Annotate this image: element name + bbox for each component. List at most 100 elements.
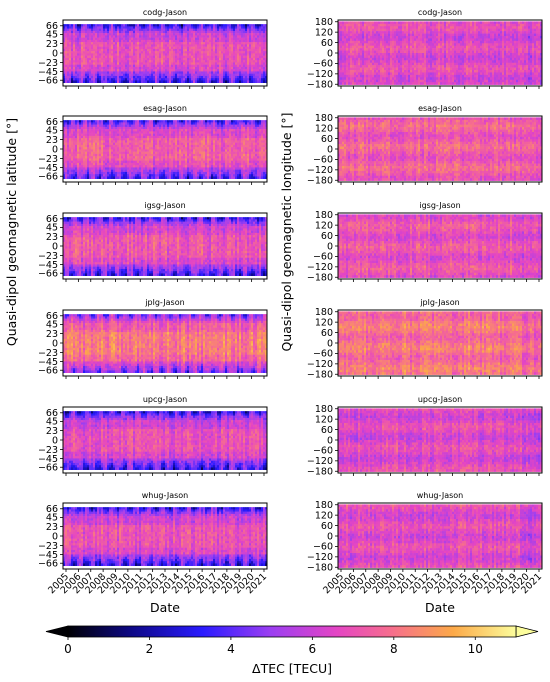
- y-tick-label: 45: [46, 30, 58, 41]
- panel-title: jplg-Jason: [419, 298, 459, 307]
- y-tick-label: 23: [46, 135, 58, 146]
- y-tick-label: 60: [321, 328, 333, 339]
- y-tick-label: −23: [38, 348, 58, 359]
- y-tick-label: −60: [313, 59, 333, 70]
- y-tick-label: −180: [307, 176, 333, 187]
- y-tick-label: −23: [38, 541, 58, 552]
- y-tick-label: −60: [313, 155, 333, 166]
- y-tick-label: 0: [327, 48, 333, 59]
- y-tick-label: 0: [327, 241, 333, 252]
- y-tick-label: 180: [315, 113, 333, 124]
- y-tick-label: 0: [327, 531, 333, 542]
- colorbar-tick-label: 10: [468, 642, 483, 656]
- panel-whug-Jason-latitude: whug-Jason6645230−23−45−6620052006200720…: [38, 491, 269, 615]
- panel-whug-Jason-longitude: whug-Jason180120600−60−120−1802005200620…: [307, 491, 544, 615]
- panel-title: whug-Jason: [142, 491, 189, 500]
- colorbar-tick-label: 0: [64, 642, 72, 656]
- heatmap-cells: [63, 217, 268, 276]
- y-tick-label: 45: [46, 223, 58, 234]
- left-ylabel: Quasi-dipol geomagnetic latitude [°]: [4, 118, 19, 346]
- y-tick-label: 180: [315, 500, 333, 511]
- colorbar: 0 2 4 6 8 10 ΔTEC [TECU]: [45, 625, 539, 676]
- y-tick-label: 66: [46, 504, 58, 515]
- heatmap-cells: [338, 117, 543, 181]
- y-tick-label: 180: [315, 307, 333, 318]
- y-tick-label: 66: [46, 311, 58, 322]
- panel-title: esag-Jason: [143, 104, 187, 113]
- panel-title: upcg-Jason: [143, 395, 187, 404]
- y-tick-label: 120: [315, 510, 333, 521]
- y-tick-label: −45: [38, 357, 58, 368]
- y-tick-label: −23: [38, 251, 58, 262]
- y-tick-label: −180: [307, 273, 333, 284]
- y-tick-label: −66: [38, 463, 58, 474]
- y-tick-label: −45: [38, 67, 58, 78]
- y-tick-label: 45: [46, 126, 58, 137]
- y-tick-label: 60: [321, 38, 333, 49]
- y-tick-label: 0: [52, 338, 58, 349]
- panel-title: codg-Jason: [418, 8, 462, 17]
- y-tick-label: −180: [307, 563, 333, 574]
- y-tick-label: 45: [46, 513, 58, 524]
- y-tick-label: 23: [46, 329, 58, 340]
- y-tick-label: −45: [38, 260, 58, 271]
- y-tick-label: −66: [38, 366, 58, 377]
- colorbar-tick-label: 4: [227, 642, 235, 656]
- y-tick-label: −120: [307, 165, 333, 176]
- y-tick-label: −120: [307, 552, 333, 563]
- y-tick-label: −23: [38, 445, 58, 456]
- y-tick-label: −120: [307, 69, 333, 80]
- panel-title: jplg-Jason: [144, 298, 184, 307]
- x-axis-label: Date: [425, 600, 455, 615]
- y-tick-label: 180: [315, 17, 333, 28]
- panel-title: igsg-Jason: [419, 201, 460, 210]
- y-tick-label: 0: [52, 48, 58, 59]
- panel-title: whug-Jason: [417, 491, 464, 500]
- colorbar-tick-label: 6: [309, 642, 317, 656]
- y-tick-label: 60: [321, 425, 333, 436]
- y-tick-label: 23: [46, 522, 58, 533]
- colorbar-min-extend: [45, 625, 69, 638]
- y-tick-label: 0: [52, 435, 58, 446]
- colorbar-gradient: [67, 625, 517, 638]
- y-tick-label: 23: [46, 39, 58, 50]
- y-tick-label: −45: [38, 550, 58, 561]
- y-tick-label: −180: [307, 80, 333, 91]
- heatmap-cells: [338, 504, 543, 568]
- y-tick-label: −66: [38, 172, 58, 183]
- heatmap-cells: [338, 214, 543, 278]
- y-tick-label: 0: [327, 144, 333, 155]
- y-tick-label: 45: [46, 417, 58, 428]
- y-tick-label: 60: [321, 134, 333, 145]
- y-tick-label: 66: [46, 214, 58, 225]
- y-tick-label: −23: [38, 58, 58, 69]
- heatmap-cells: [338, 408, 543, 472]
- y-tick-label: 120: [315, 220, 333, 231]
- y-tick-label: −23: [38, 154, 58, 165]
- y-tick-label: 0: [327, 338, 333, 349]
- y-tick-label: 66: [46, 21, 58, 32]
- colorbar-max-extend: [515, 625, 539, 638]
- y-tick-label: 180: [315, 404, 333, 415]
- y-tick-label: 45: [46, 320, 58, 331]
- y-tick-label: −60: [313, 349, 333, 360]
- heatmap-cells: [63, 411, 268, 470]
- y-tick-label: 180: [315, 210, 333, 221]
- y-tick-label: 0: [52, 144, 58, 155]
- y-tick-label: 66: [46, 117, 58, 128]
- y-tick-label: 23: [46, 232, 58, 243]
- y-tick-label: −180: [307, 467, 333, 478]
- y-tick-label: −60: [313, 542, 333, 553]
- y-tick-label: 0: [52, 531, 58, 542]
- x-axis-label: Date: [150, 600, 180, 615]
- y-tick-label: 0: [52, 241, 58, 252]
